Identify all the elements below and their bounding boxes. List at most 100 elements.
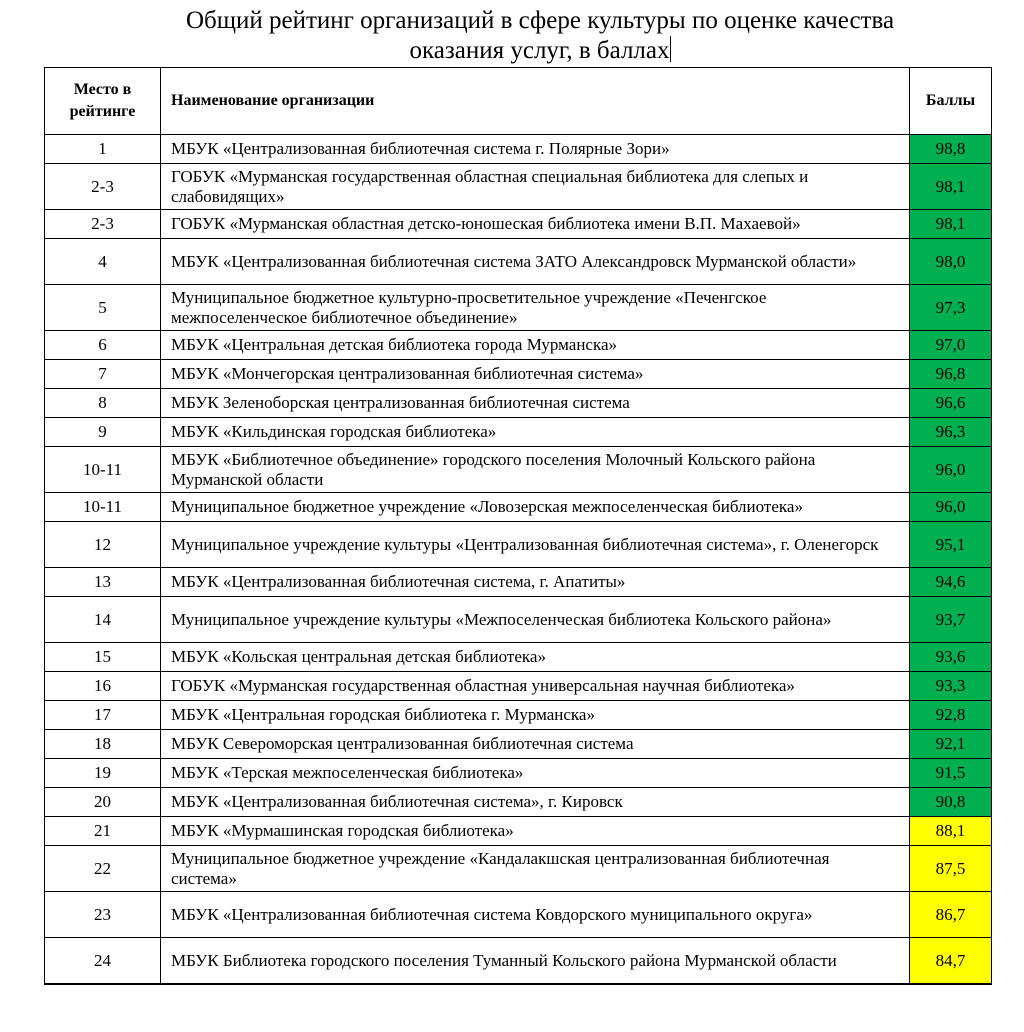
row-place: 5 [44,284,161,331]
row-place: 13 [44,567,161,597]
row-name: МБУК «Кильдинская городская библиотека» [160,417,910,447]
row-name: МБУК «Централизованная библиотечная сист… [160,567,910,597]
table-row: 20 МБУК «Централизованная библиотечная си… [44,787,992,817]
header-score: Баллы [909,67,992,135]
row-score: 91,5 [909,758,992,788]
row-place: 19 [44,758,161,788]
row-name: Муниципальное учреждение культуры «Межпо… [160,596,910,643]
table-row: 10-11 МБУК «Библиотечное объединение» гор… [44,446,992,493]
row-place: 1 [44,134,161,164]
row-place: 16 [44,671,161,701]
table-row: 15 МБУК «Кольская центральная детская биб… [44,642,992,672]
row-score: 92,8 [909,700,992,730]
row-place: 17 [44,700,161,730]
table-row: 4 МБУК «Централизованная библиотечная сис… [44,238,992,285]
row-place: 2-3 [44,163,161,210]
row-score: 87,5 [909,845,992,892]
row-score: 96,0 [909,492,992,522]
table-row: 7 МБУК «Мончегорская централизованная биб… [44,359,992,389]
row-name: Муниципальное бюджетное культурно-просве… [160,284,910,331]
row-score: 93,7 [909,596,992,643]
row-name: Муниципальное учреждение культуры «Центр… [160,521,910,568]
table-header-row: Место в рейтинге Наименование организаци… [44,67,992,135]
table-row: 2-3 ГОБУК «Мурманская областная детско-юн… [44,209,992,239]
title-line-2: оказания услуг, в баллах [409,37,670,64]
title-line-1: Общий рейтинг организаций в сфере культу… [185,7,895,34]
row-place: 12 [44,521,161,568]
table-row: 6 МБУК «Центральная детская библиотека го… [44,330,992,360]
page-title: Общий рейтинг организаций в сфере культу… [0,6,1024,66]
row-name: МБУК «Централизованная библиотечная сист… [160,787,910,817]
table-row: 22 Муниципальное бюджетное учреждение «Ка… [44,845,992,892]
row-score: 92,1 [909,729,992,759]
row-place: 4 [44,238,161,285]
row-name: МБУК «Терская межпоселенческая библиотек… [160,758,910,788]
table-row: 8 МБУК Зеленоборская централизованная биб… [44,388,992,418]
row-name: ГОБУК «Мурманская государственная област… [160,671,910,701]
table-row: 13 МБУК «Централизованная библиотечная си… [44,567,992,597]
row-score: 95,1 [909,521,992,568]
table-row: 21 МБУК «Мурмашинская городская библиотек… [44,816,992,846]
row-name: Муниципальное бюджетное учреждение «Канд… [160,845,910,892]
row-place: 10-11 [44,492,161,522]
row-place: 23 [44,891,161,938]
table-row: 14 Муниципальное учреждение культуры «Меж… [44,596,992,643]
text-cursor [669,36,671,62]
row-place: 2-3 [44,209,161,239]
row-name: МБУК Библиотека городского поселения Тум… [160,937,910,985]
table-row: 24 МБУК Библиотека городского поселения Т… [44,937,992,985]
row-score: 90,8 [909,787,992,817]
row-name: МБУК «Централизованная библиотечная сист… [160,891,910,938]
row-place: 8 [44,388,161,418]
row-name: ГОБУК «Мурманская государственная област… [160,163,910,210]
row-name: ГОБУК «Мурманская областная детско-юноше… [160,209,910,239]
row-score: 94,6 [909,567,992,597]
row-name: МБУК Зеленоборская централизованная библ… [160,388,910,418]
rating-table: Место в рейтинге Наименование организаци… [44,67,992,985]
row-score: 98,0 [909,238,992,285]
row-score: 86,7 [909,891,992,938]
table-row: 12 Муниципальное учреждение культуры «Цен… [44,521,992,568]
table-row: 10-11 Муниципальное бюджетное учреждение … [44,492,992,522]
row-score: 93,6 [909,642,992,672]
row-name: МБУК «Централизованная библиотечная сист… [160,238,910,285]
row-place: 15 [44,642,161,672]
table-row: 23 МБУК «Централизованная библиотечная си… [44,891,992,938]
row-name: МБУК «Мончегорская централизованная библ… [160,359,910,389]
table-row: 5 Муниципальное бюджетное культурно-просв… [44,284,992,331]
header-place: Место в рейтинге [44,67,161,135]
row-place: 6 [44,330,161,360]
table-row: 9 МБУК «Кильдинская городская библиотека»… [44,417,992,447]
table-row: 16 ГОБУК «Мурманская государственная обла… [44,671,992,701]
table-row: 2-3 ГОБУК «Мурманская государственная обл… [44,163,992,210]
row-name: МБУК «Мурмашинская городская библиотека» [160,816,910,846]
row-score: 96,3 [909,417,992,447]
row-score: 98,8 [909,134,992,164]
row-place: 21 [44,816,161,846]
row-score: 93,3 [909,671,992,701]
row-name: МБУК «Кольская центральная детская библи… [160,642,910,672]
row-name: МБУК Североморская централизованная библ… [160,729,910,759]
row-place: 7 [44,359,161,389]
row-score: 98,1 [909,163,992,210]
row-place: 14 [44,596,161,643]
row-name: МБУК «Центральная городская библиотека г… [160,700,910,730]
row-score: 84,7 [909,937,992,985]
row-score: 97,0 [909,330,992,360]
row-name: Муниципальное бюджетное учреждение «Лово… [160,492,910,522]
row-place: 18 [44,729,161,759]
header-name: Наименование организации [160,67,910,135]
table-row: 19 МБУК «Терская межпоселенческая библиот… [44,758,992,788]
row-score: 97,3 [909,284,992,331]
table-row: 17 МБУК «Центральная городская библиотека… [44,700,992,730]
row-score: 96,0 [909,446,992,493]
row-place: 10-11 [44,446,161,493]
row-place: 22 [44,845,161,892]
row-score: 96,6 [909,388,992,418]
row-score: 98,1 [909,209,992,239]
row-name: МБУК «Библиотечное объединение» городско… [160,446,910,493]
row-name: МБУК «Централизованная библиотечная сист… [160,134,910,164]
row-score: 96,8 [909,359,992,389]
table-row: 1 МБУК «Централизованная библиотечная сис… [44,134,992,164]
row-name: МБУК «Центральная детская библиотека гор… [160,330,910,360]
